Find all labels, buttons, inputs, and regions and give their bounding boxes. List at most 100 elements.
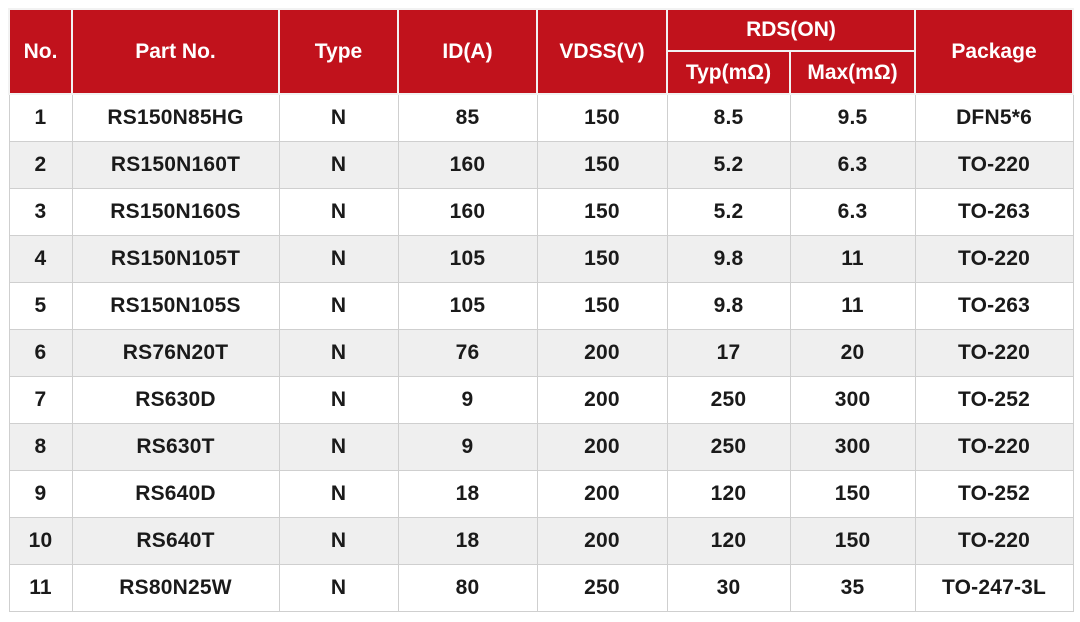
cell-id: 105 — [397, 282, 538, 330]
cell-package: TO-252 — [914, 376, 1074, 424]
column-header-rdson: RDS(ON) — [665, 8, 917, 52]
table-row: 3 RS150N160S N 160 150 5.2 6.3 TO-263 — [8, 188, 1074, 236]
cell-part-no: RS76N20T — [71, 329, 280, 377]
cell-rdson-max: 300 — [789, 423, 916, 471]
cell-package: TO-247-3L — [914, 564, 1074, 612]
cell-type: N — [278, 564, 399, 612]
cell-vdss: 150 — [536, 235, 668, 283]
header-row-top: No. Part No. Type ID(A) VDSS(V) RDS(ON) … — [8, 8, 1075, 95]
table-row: 10 RS640T N 18 200 120 150 TO-220 — [8, 517, 1074, 565]
cell-no: 8 — [8, 423, 73, 471]
cell-rdson-typ: 9.8 — [666, 282, 791, 330]
table-row: 11 RS80N25W N 80 250 30 35 TO-247-3L — [8, 564, 1074, 612]
cell-rdson-typ: 5.2 — [666, 188, 791, 236]
cell-type: N — [278, 141, 399, 189]
cell-no: 10 — [8, 517, 73, 565]
cell-package: TO-220 — [914, 423, 1074, 471]
cell-part-no: RS150N160S — [71, 188, 280, 236]
cell-rdson-typ: 250 — [666, 376, 791, 424]
column-header-vdss: VDSS(V) — [536, 8, 668, 95]
cell-no: 11 — [8, 564, 73, 612]
cell-package: TO-220 — [914, 141, 1074, 189]
cell-type: N — [278, 470, 399, 518]
cell-no: 6 — [8, 329, 73, 377]
table-row: 4 RS150N105T N 105 150 9.8 11 TO-220 — [8, 235, 1074, 283]
cell-no: 5 — [8, 282, 73, 330]
cell-vdss: 200 — [536, 470, 668, 518]
column-header-part-no: Part No. — [71, 8, 280, 95]
cell-part-no: RS150N85HG — [71, 93, 280, 142]
cell-type: N — [278, 93, 399, 142]
cell-package: TO-220 — [914, 517, 1074, 565]
cell-id: 80 — [397, 564, 538, 612]
cell-rdson-max: 6.3 — [789, 188, 916, 236]
cell-no: 7 — [8, 376, 73, 424]
cell-id: 9 — [397, 376, 538, 424]
cell-id: 105 — [397, 235, 538, 283]
cell-part-no: RS640D — [71, 470, 280, 518]
cell-rdson-max: 35 — [789, 564, 916, 612]
cell-rdson-typ: 120 — [666, 470, 791, 518]
cell-part-no: RS630T — [71, 423, 280, 471]
cell-rdson-max: 150 — [789, 517, 916, 565]
cell-type: N — [278, 423, 399, 471]
cell-rdson-typ: 9.8 — [666, 235, 791, 283]
cell-id: 18 — [397, 470, 538, 518]
cell-vdss: 150 — [536, 93, 668, 142]
cell-type: N — [278, 282, 399, 330]
cell-part-no: RS150N105T — [71, 235, 280, 283]
cell-id: 18 — [397, 517, 538, 565]
cell-type: N — [278, 235, 399, 283]
column-header-id: ID(A) — [397, 8, 538, 95]
cell-no: 3 — [8, 188, 73, 236]
cell-rdson-typ: 17 — [666, 329, 791, 377]
cell-vdss: 200 — [536, 517, 668, 565]
column-header-rdson-max: Max(mΩ) — [788, 50, 917, 95]
column-header-package: Package — [914, 8, 1075, 95]
cell-rdson-max: 20 — [789, 329, 916, 377]
cell-package: TO-220 — [914, 329, 1074, 377]
header-row-sub: Typ(mΩ) Max(mΩ) — [9, 50, 1073, 95]
cell-part-no: RS640T — [71, 517, 280, 565]
column-header-type: Type — [278, 8, 399, 95]
cell-package: TO-252 — [914, 470, 1074, 518]
cell-rdson-typ: 250 — [666, 423, 791, 471]
cell-rdson-max: 11 — [789, 235, 916, 283]
cell-package: DFN5*6 — [914, 93, 1074, 142]
table-row: 2 RS150N160T N 160 150 5.2 6.3 TO-220 — [8, 141, 1074, 189]
cell-rdson-typ: 120 — [666, 517, 791, 565]
cell-part-no: RS150N105S — [71, 282, 280, 330]
cell-type: N — [278, 517, 399, 565]
cell-vdss: 200 — [536, 329, 668, 377]
cell-no: 9 — [8, 470, 73, 518]
cell-part-no: RS630D — [71, 376, 280, 424]
cell-id: 85 — [397, 93, 538, 142]
column-header-no: No. — [8, 8, 73, 95]
cell-vdss: 150 — [536, 141, 668, 189]
cell-id: 160 — [397, 188, 538, 236]
table-row: 1 RS150N85HG N 85 150 8.5 9.5 DFN5*6 — [8, 93, 1074, 142]
cell-type: N — [278, 188, 399, 236]
cell-vdss: 250 — [536, 564, 668, 612]
cell-package: TO-220 — [914, 235, 1074, 283]
cell-package: TO-263 — [914, 282, 1074, 330]
cell-rdson-max: 11 — [789, 282, 916, 330]
cell-type: N — [278, 376, 399, 424]
cell-no: 4 — [8, 235, 73, 283]
cell-type: N — [278, 329, 399, 377]
cell-rdson-max: 150 — [789, 470, 916, 518]
cell-package: TO-263 — [914, 188, 1074, 236]
table-row: 9 RS640D N 18 200 120 150 TO-252 — [8, 470, 1074, 518]
table-row: 7 RS630D N 9 200 250 300 TO-252 — [8, 376, 1074, 424]
cell-id: 160 — [397, 141, 538, 189]
cell-rdson-max: 9.5 — [789, 93, 916, 142]
mosfet-spec-table: No. Part No. Type ID(A) VDSS(V) RDS(ON) … — [8, 8, 1075, 612]
table-row: 6 RS76N20T N 76 200 17 20 TO-220 — [8, 329, 1074, 377]
cell-vdss: 150 — [536, 282, 668, 330]
cell-vdss: 200 — [536, 423, 668, 471]
cell-rdson-typ: 30 — [666, 564, 791, 612]
table-row: 5 RS150N105S N 105 150 9.8 11 TO-263 — [8, 282, 1074, 330]
table-row: 8 RS630T N 9 200 250 300 TO-220 — [8, 423, 1074, 471]
cell-part-no: RS80N25W — [71, 564, 280, 612]
